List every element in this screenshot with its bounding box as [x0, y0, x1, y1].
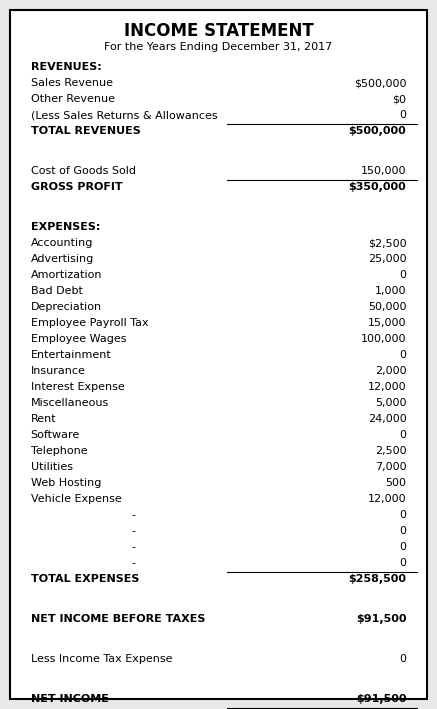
Text: TOTAL REVENUES: TOTAL REVENUES: [31, 126, 140, 136]
Text: 5,000: 5,000: [375, 398, 406, 408]
FancyBboxPatch shape: [10, 10, 427, 699]
Text: EXPENSES:: EXPENSES:: [31, 222, 100, 232]
Text: $91,500: $91,500: [356, 614, 406, 624]
Text: -: -: [131, 558, 135, 568]
Text: -: -: [131, 510, 135, 520]
Text: 2,000: 2,000: [375, 366, 406, 376]
Text: Vehicle Expense: Vehicle Expense: [31, 494, 121, 504]
Text: Utilities: Utilities: [31, 462, 73, 472]
Text: Interest Expense: Interest Expense: [31, 382, 125, 392]
Text: 12,000: 12,000: [368, 382, 406, 392]
Text: 0: 0: [399, 350, 406, 360]
Text: 12,000: 12,000: [368, 494, 406, 504]
Text: $500,000: $500,000: [354, 78, 406, 88]
Text: -: -: [131, 542, 135, 552]
Text: 0: 0: [399, 542, 406, 552]
Text: 0: 0: [399, 270, 406, 280]
Text: 1,000: 1,000: [375, 286, 406, 296]
Text: 0: 0: [399, 526, 406, 536]
Text: NET INCOME BEFORE TAXES: NET INCOME BEFORE TAXES: [31, 614, 205, 624]
Text: 15,000: 15,000: [368, 318, 406, 328]
Text: Depreciation: Depreciation: [31, 302, 102, 312]
Text: 2,500: 2,500: [375, 446, 406, 456]
Text: GROSS PROFIT: GROSS PROFIT: [31, 182, 122, 192]
Text: 24,000: 24,000: [368, 414, 406, 424]
Text: 7,000: 7,000: [375, 462, 406, 472]
Text: $350,000: $350,000: [349, 182, 406, 192]
Text: 50,000: 50,000: [368, 302, 406, 312]
Text: Accounting: Accounting: [31, 238, 93, 248]
Text: Employee Payroll Tax: Employee Payroll Tax: [31, 318, 148, 328]
Text: $2,500: $2,500: [368, 238, 406, 248]
Text: REVENUES:: REVENUES:: [31, 62, 101, 72]
Text: For the Years Ending December 31, 2017: For the Years Ending December 31, 2017: [104, 42, 333, 52]
Text: 0: 0: [399, 654, 406, 664]
Text: 0: 0: [399, 558, 406, 568]
Text: (Less Sales Returns & Allowances: (Less Sales Returns & Allowances: [31, 110, 217, 120]
Text: Advertising: Advertising: [31, 254, 94, 264]
Text: Sales Revenue: Sales Revenue: [31, 78, 113, 88]
Text: $91,500: $91,500: [356, 694, 406, 704]
Text: INCOME STATEMENT: INCOME STATEMENT: [124, 22, 313, 40]
Text: 100,000: 100,000: [361, 334, 406, 344]
Text: Telephone: Telephone: [31, 446, 87, 456]
Text: Rent: Rent: [31, 414, 56, 424]
Text: 25,000: 25,000: [368, 254, 406, 264]
Text: Other Revenue: Other Revenue: [31, 94, 114, 104]
Text: 500: 500: [385, 478, 406, 488]
Text: $258,500: $258,500: [348, 574, 406, 584]
Text: Less Income Tax Expense: Less Income Tax Expense: [31, 654, 172, 664]
Text: Employee Wages: Employee Wages: [31, 334, 126, 344]
Text: 0: 0: [399, 110, 406, 120]
Text: Amortization: Amortization: [31, 270, 102, 280]
Text: Bad Debt: Bad Debt: [31, 286, 83, 296]
Text: $0: $0: [392, 94, 406, 104]
Text: Cost of Goods Sold: Cost of Goods Sold: [31, 166, 135, 176]
Text: -: -: [131, 526, 135, 536]
Text: 150,000: 150,000: [361, 166, 406, 176]
Text: Insurance: Insurance: [31, 366, 86, 376]
Text: Software: Software: [31, 430, 80, 440]
Text: Entertainment: Entertainment: [31, 350, 111, 360]
Text: TOTAL EXPENSES: TOTAL EXPENSES: [31, 574, 139, 584]
Text: Web Hosting: Web Hosting: [31, 478, 101, 488]
Text: 0: 0: [399, 510, 406, 520]
Text: 0: 0: [399, 430, 406, 440]
Text: Miscellaneous: Miscellaneous: [31, 398, 109, 408]
Text: $500,000: $500,000: [349, 126, 406, 136]
Text: NET INCOME: NET INCOME: [31, 694, 108, 704]
